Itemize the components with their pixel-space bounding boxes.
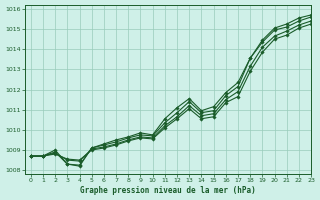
- X-axis label: Graphe pression niveau de la mer (hPa): Graphe pression niveau de la mer (hPa): [80, 186, 256, 195]
